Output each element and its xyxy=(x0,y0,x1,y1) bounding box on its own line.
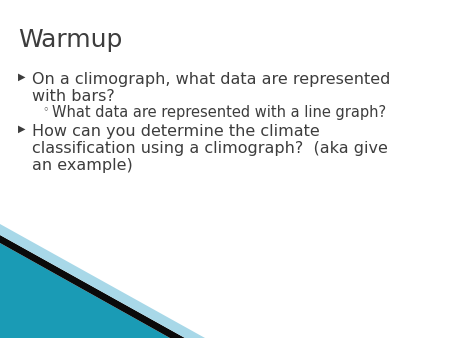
Polygon shape xyxy=(0,235,185,338)
Polygon shape xyxy=(0,243,170,338)
Text: classification using a climograph?  (aka give: classification using a climograph? (aka … xyxy=(32,141,388,156)
Text: ◦: ◦ xyxy=(42,105,49,115)
Text: On a climograph, what data are represented: On a climograph, what data are represent… xyxy=(32,72,391,87)
Text: ▶: ▶ xyxy=(18,124,26,134)
Text: ▶: ▶ xyxy=(18,72,26,82)
Text: How can you determine the climate: How can you determine the climate xyxy=(32,124,320,139)
Text: What data are represented with a line graph?: What data are represented with a line gr… xyxy=(52,105,386,120)
Text: with bars?: with bars? xyxy=(32,89,115,104)
Text: an example): an example) xyxy=(32,158,133,173)
Text: Warmup: Warmup xyxy=(18,28,122,52)
Polygon shape xyxy=(0,224,205,338)
